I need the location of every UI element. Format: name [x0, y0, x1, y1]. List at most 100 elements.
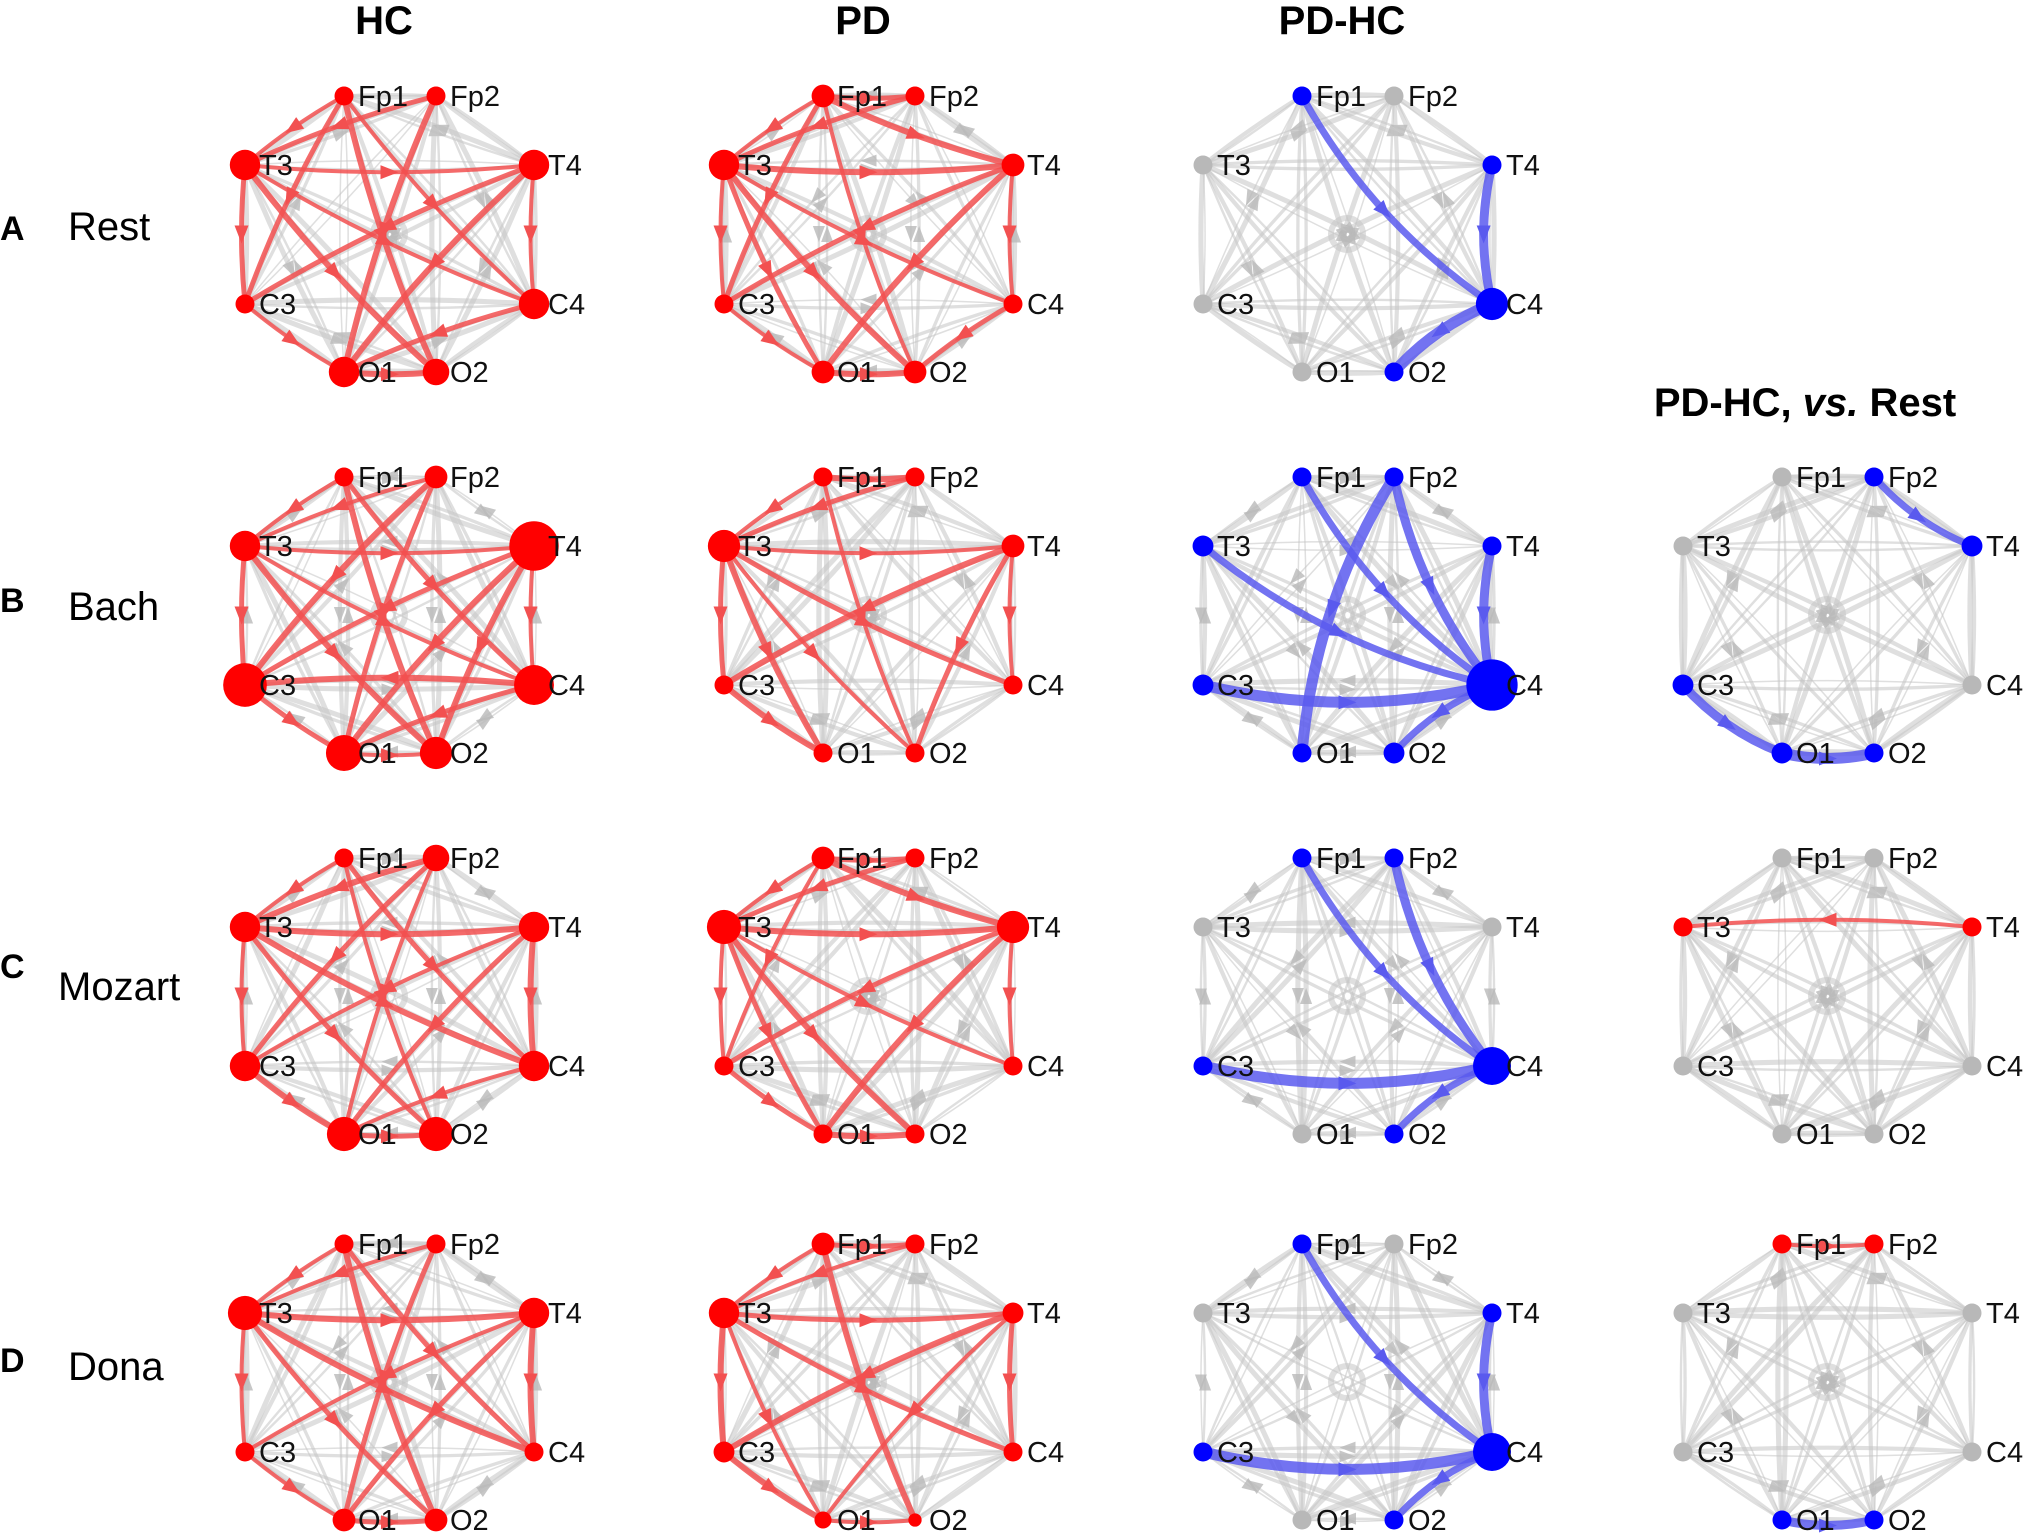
- node-Fp2: [1384, 848, 1404, 868]
- edge-arrow-Fp1-C4: [422, 955, 440, 974]
- node-label-C3: C3: [738, 670, 775, 702]
- node-label-C3: C3: [259, 1051, 296, 1083]
- edge-arrow-C3-O1: [281, 1091, 301, 1108]
- bg-edge-C3-O1: [1681, 1064, 1783, 1136]
- bg-arrow: [812, 226, 825, 242]
- bg-arrow: [1868, 1485, 1886, 1498]
- bg-edge-O2-C3: [244, 1450, 437, 1522]
- edge-arrow-C4-O2: [1431, 1083, 1451, 1100]
- bg-edge-T3-O1: [243, 926, 346, 1135]
- edge-arrow-T4-C3: [377, 1365, 398, 1380]
- bg-edge-C3-Fp2: [1681, 1242, 1876, 1454]
- bg-edge-Fp1-C3: [243, 476, 346, 686]
- node-label-O1: O1: [1316, 738, 1355, 770]
- bg-edge-T3-C3: [1679, 1312, 1685, 1453]
- bg-edge-O1-Fp1: [820, 476, 830, 754]
- node-label-O2: O2: [1888, 1505, 1927, 1533]
- bg-arrow: [282, 260, 295, 278]
- bg-arrow: [1194, 1374, 1207, 1391]
- node-label-T4: T4: [1986, 531, 2020, 563]
- node-label-Fp2: Fp2: [1888, 462, 1938, 494]
- nodes: Fp1 Fp2 T4 C4 O2 O1 C3 T3: [706, 843, 1064, 1151]
- node-label-O2: O2: [450, 357, 489, 389]
- bg-arrow: [1917, 1024, 1930, 1042]
- edge-arrow-T3-O2: [803, 261, 821, 280]
- bg-arrow: [331, 1335, 348, 1352]
- bg-edge-C4-Fp2: [434, 857, 536, 1067]
- bg-arrow: [476, 1482, 493, 1497]
- edge-T3-C4: [721, 543, 1016, 688]
- node-label-O1: O1: [1316, 1119, 1355, 1151]
- node-C4: [1466, 659, 1518, 711]
- bg-arrow: [1291, 1374, 1304, 1390]
- edge-arrow-T3-T4: [859, 165, 878, 180]
- bg-edge-Fp2-O1: [1780, 857, 1876, 1135]
- bg-edge-C4-T4: [1969, 545, 1977, 686]
- bg-arrow: [1340, 1236, 1356, 1249]
- bg-arrow: [860, 293, 877, 306]
- bg-edge-T4-C4: [1968, 1312, 1974, 1453]
- node-label-Fp2: Fp2: [929, 81, 979, 113]
- edge-arrow-T4-C4: [1002, 987, 1017, 1006]
- node-label-Fp1: Fp1: [358, 462, 408, 494]
- bg-edge-C3-T4: [723, 925, 1014, 1068]
- bg-edge-O1-T3: [722, 164, 825, 373]
- node-label-T3: T3: [1697, 912, 1731, 944]
- nodes: Fp1 Fp2 T4 C4 O2 O1 C3 T3: [1192, 462, 1543, 770]
- bg-edge-Fp2-C3: [1682, 476, 1875, 686]
- edge-arrow-C3-O1: [760, 1091, 780, 1108]
- bg-arrow: [1726, 1342, 1740, 1360]
- bg-edge-C3-Fp2: [1201, 94, 1396, 306]
- bg-arrow: [1243, 1275, 1261, 1290]
- edge-arrow-T4-C4: [523, 225, 538, 244]
- node-Fp2: [905, 1234, 925, 1254]
- panel-2-2: Fp1 Fp2 T4 C4 O2 O1 C3 T3: [1193, 843, 1543, 1151]
- bg-edge-T3-Fp1: [1202, 95, 1303, 167]
- node-label-T4: T4: [1027, 531, 1061, 563]
- node-label-T4: T4: [548, 912, 582, 944]
- node-label-O2: O2: [929, 1119, 968, 1151]
- bg-edge-C3-T4: [244, 163, 536, 306]
- node-O1: [813, 743, 833, 763]
- bg-arrow: [1922, 953, 1935, 971]
- bg-arrow: [425, 607, 438, 623]
- bg-edge-C4-T3: [723, 544, 1014, 687]
- bg-edge-O2-Fp2: [912, 1243, 922, 1521]
- node-C4: [1003, 1442, 1023, 1462]
- node-label-Fp1: Fp1: [837, 462, 887, 494]
- bg-edge-T3-O2: [1201, 163, 1396, 374]
- node-T3: [1193, 1303, 1213, 1323]
- bg-edge-C3-Fp1: [722, 95, 825, 306]
- node-T3: [708, 149, 740, 181]
- node-label-Fp1: Fp1: [1316, 1229, 1366, 1261]
- column-title-pd-hc-vs-rest: PD-HC, vs. Rest: [1654, 381, 1956, 425]
- column-title-hc: HC: [355, 0, 413, 43]
- edge-arrow-T4-O1: [906, 1400, 925, 1419]
- node-label-T3: T3: [738, 912, 772, 944]
- edge-arrow-T3-C4: [1328, 622, 1348, 637]
- bg-arrow: [1285, 642, 1301, 659]
- bg-arrow: [1437, 505, 1455, 520]
- edge-arrow-T4-C3: [856, 1365, 877, 1380]
- bg-edge-O1-T3: [242, 544, 347, 754]
- edge-arrow-T3-T4: [859, 927, 878, 942]
- title-main: PD-HC,: [1654, 381, 1803, 425]
- edge-arrow-Fp1-Fp2: [1819, 1239, 1837, 1254]
- bg-arrow: [1488, 607, 1501, 624]
- node-label-O1: O1: [837, 357, 876, 389]
- bg-edge-O1-T4: [1780, 544, 1974, 755]
- background-edges: [1194, 850, 1501, 1142]
- node-Fp2: [905, 848, 925, 868]
- bg-arrow: [1241, 711, 1259, 726]
- bg-edge-C4-T3: [244, 545, 535, 686]
- node-C3: [714, 294, 734, 314]
- node-label-C3: C3: [1697, 1437, 1734, 1469]
- bg-edge-T4-Fp2: [1392, 93, 1494, 167]
- edge-arrow-T4-O1: [906, 252, 925, 271]
- edge-arrow-T3-O2: [324, 642, 342, 661]
- node-O1: [1292, 1510, 1312, 1530]
- edge-arrow-Fp2-T3: [330, 497, 350, 511]
- node-T4: [518, 149, 550, 181]
- bg-arrow: [331, 130, 350, 142]
- bg-arrow: [381, 1064, 398, 1077]
